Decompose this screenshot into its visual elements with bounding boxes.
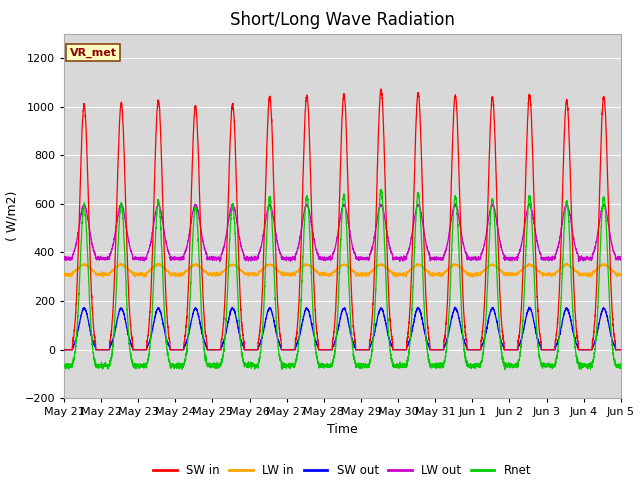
Title: Short/Long Wave Radiation: Short/Long Wave Radiation	[230, 11, 455, 29]
Legend: SW in, LW in, SW out, LW out, Rnet: SW in, LW in, SW out, LW out, Rnet	[148, 459, 536, 480]
Y-axis label: ( W/m2): ( W/m2)	[6, 191, 19, 241]
Text: VR_met: VR_met	[70, 48, 116, 58]
X-axis label: Time: Time	[327, 423, 358, 436]
